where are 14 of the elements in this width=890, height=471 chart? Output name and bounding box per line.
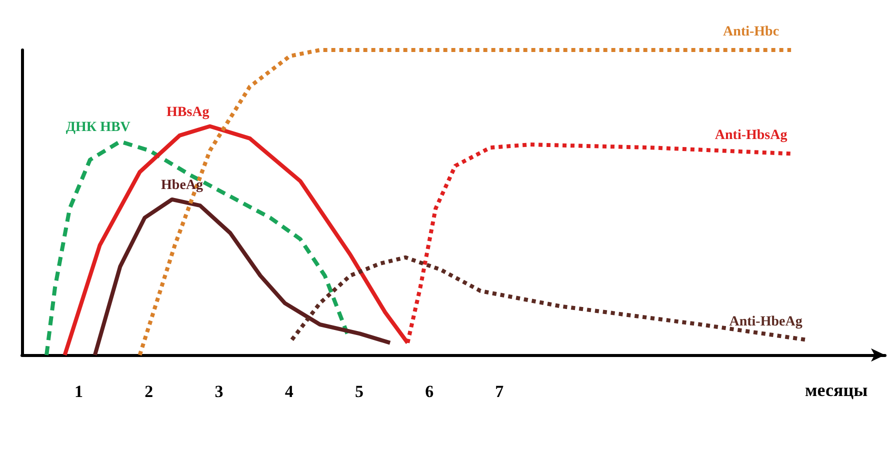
x-tick-label: 6 — [425, 382, 434, 401]
series-label: ДНК HBV — [66, 120, 130, 135]
x-tick-label: 4 — [284, 382, 294, 401]
series-label: Anti-HbsAg — [714, 128, 788, 144]
x-tick-label: 3 — [214, 382, 224, 401]
x-tick-label: 7 — [495, 382, 504, 401]
x-tick-label: 2 — [144, 382, 154, 401]
series-label: HBsAg — [166, 104, 210, 120]
x-tick-label: 5 — [354, 382, 364, 401]
series-label: HbeAg — [161, 178, 204, 193]
series-label: Anti-HbeAg — [729, 314, 802, 330]
x-axis-title: месяцы — [805, 380, 868, 400]
x-tick-label: 1 — [74, 382, 84, 401]
series-label: Anti-Hbc — [723, 24, 780, 40]
